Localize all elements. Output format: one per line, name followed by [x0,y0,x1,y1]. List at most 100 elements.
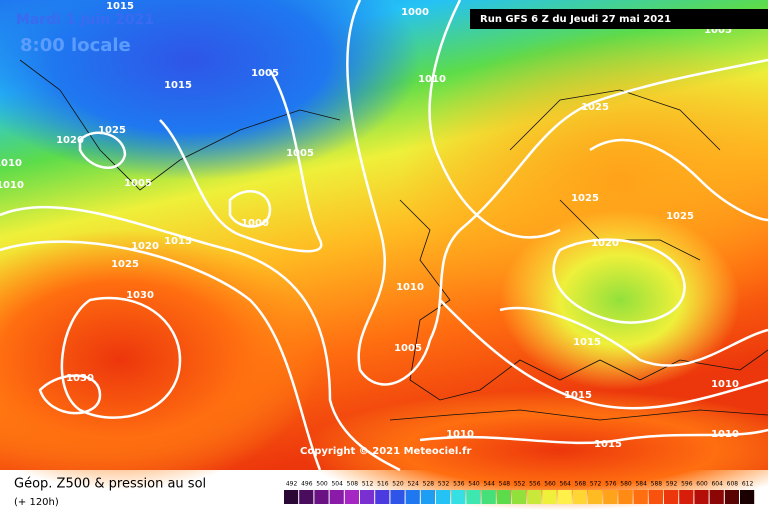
scale-label: 524 [407,481,419,488]
scale-label: 516 [377,481,389,488]
scale-label: 600 [696,481,708,488]
scale-swatch [618,490,633,504]
scale-swatch [588,490,603,504]
isobar-label: 1010 [711,429,739,440]
isobar-label: 1015 [106,1,134,12]
isobar-label: 1000 [241,218,269,229]
scale-label: 520 [392,481,404,488]
scale-label: 604 [711,481,723,488]
scale-label: 528 [423,481,435,488]
isobar-label: 1020 [56,135,84,146]
scale-swatch [603,490,618,504]
isobar-label: 1025 [581,102,609,113]
scale-label: 508 [347,481,359,488]
scale-label: 592 [666,481,678,488]
scale-swatch [344,490,359,504]
isobar-label: 1005 [704,25,732,36]
scale-swatch [466,490,481,504]
scale-swatch [451,490,466,504]
scale-swatch [724,490,739,504]
scale-swatch [481,490,496,504]
isobar-label: 1005 [124,178,152,189]
scale-swatch [679,490,694,504]
copyright: Copyright © 2021 Meteociel.fr [300,446,471,457]
scale-label: 576 [605,481,617,488]
scale-label: 556 [529,481,541,488]
isobar-label: 1005 [394,343,422,354]
scale-swatch [360,490,375,504]
isobar-label: 1015 [573,337,601,348]
isobar-label: 1010 [446,429,474,440]
isobar-label: 1025 [98,125,126,136]
scale-label: 536 [453,481,465,488]
scale-swatch [542,490,557,504]
scale-swatch [633,490,648,504]
isobar-label: 1015 [594,439,622,450]
scale-label: 572 [590,481,602,488]
run-label: Run GFS 6 Z du Jeudi 27 mai 2021 [480,14,671,25]
isobar-label: 1020 [131,241,159,252]
scale-swatch [329,490,344,504]
time-label: 8:00 locale [20,35,131,56]
date-label: Mardi 1 juin 2021 [16,12,154,28]
isobar-label: 1005 [286,148,314,159]
isobar-label: 1010 [396,282,424,293]
scale-swatch [512,490,527,504]
footer-subtitle: (+ 120h) [14,497,59,508]
scale-label: 492 [286,481,298,488]
scale-label: 560 [544,481,556,488]
isobar-label: 1015 [564,390,592,401]
scale-label: 580 [620,481,632,488]
isobar-label: 1025 [571,193,599,204]
scale-label: 544 [483,481,495,488]
isobar-label: 1015 [164,236,192,247]
isobar-label: 1025 [111,259,139,270]
scale-label: 568 [575,481,587,488]
scale-swatch [527,490,542,504]
scale-swatch [314,490,329,504]
scale-label: 596 [681,481,693,488]
scale-label: 532 [438,481,450,488]
isobar-label: 1010 [418,74,446,85]
isobars [0,0,768,470]
scale-swatch [284,490,299,504]
scale-swatch [375,490,390,504]
isobar-label: 1020 [591,238,619,249]
footer-title: Géop. Z500 & pression au sol [14,477,206,492]
scale-swatch [557,490,572,504]
run-box [470,9,768,29]
isobar-label: 1010 [0,158,22,169]
isobar-label: 1015 [164,80,192,91]
scale-label: 584 [635,481,647,488]
scale-label: 496 [301,481,313,488]
scale-label: 504 [331,481,343,488]
isobar-labels: 1015 1000 1005 1015 1005 1010 1025 1020 1010 1010… [0,1,739,450]
scale-swatch [740,490,755,504]
scale-label: 512 [362,481,374,488]
scale-label: 548 [499,481,511,488]
scale-swatch [420,490,435,504]
isobar-label: 1000 [401,7,429,18]
isobar-label: 1030 [66,373,94,384]
isobar-label: 1010 [0,180,24,191]
color-scale: 492 496 500 504 508 512 516 520 524 528 532 536 540 5… [284,481,755,504]
scale-label: 608 [727,481,739,488]
scale-swatch [299,490,314,504]
scale-swatch [405,490,420,504]
scale-swatch [436,490,451,504]
scale-swatch [694,490,709,504]
isobar-label: 1030 [126,290,154,301]
isobar-label: 1010 [711,379,739,390]
scale-label: 588 [651,481,663,488]
scale-label: 552 [514,481,526,488]
scale-swatch [664,490,679,504]
scale-swatch [390,490,405,504]
scale-label: 540 [468,481,480,488]
isobar-label: 1005 [251,68,279,79]
scale-label: 612 [742,481,754,488]
scale-label: 564 [559,481,571,488]
scale-label: 500 [316,481,328,488]
